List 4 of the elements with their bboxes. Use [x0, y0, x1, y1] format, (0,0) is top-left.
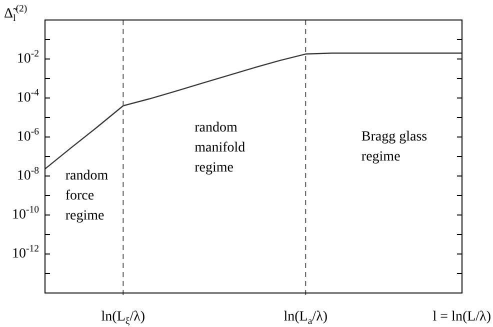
annotation: random force regime	[65, 168, 108, 224]
annotation: random manifold regime	[194, 120, 246, 176]
x-axis-title: l = ln(L/λ)	[432, 310, 492, 325]
annotation: Bragg glass regime	[361, 130, 428, 165]
